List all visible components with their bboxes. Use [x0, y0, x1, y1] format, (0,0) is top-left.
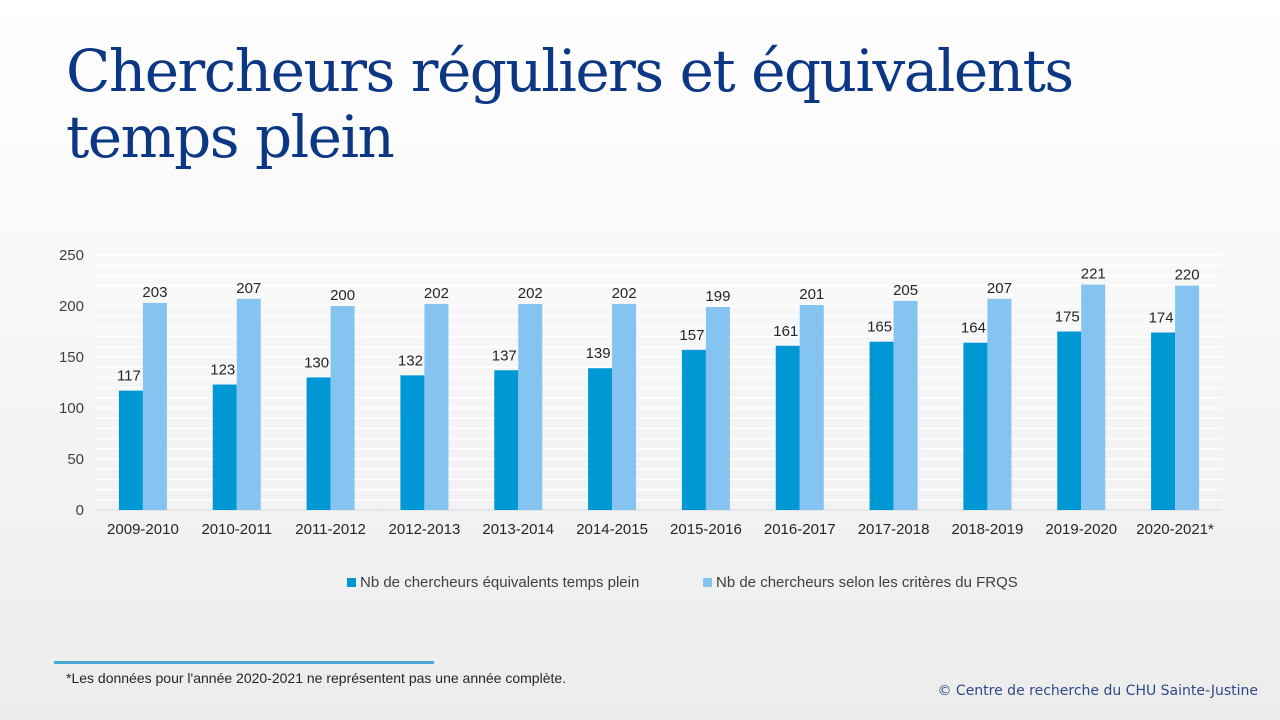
- x-tick-label: 2012-2013: [389, 521, 461, 538]
- bar-series-2: [893, 300, 918, 510]
- legend-swatch-series-2: [703, 578, 712, 587]
- x-tick-label: 2014-2015: [576, 521, 648, 538]
- bar-series-2: [236, 298, 261, 510]
- y-tick-label: 200: [59, 298, 84, 315]
- data-label-series-1: 165: [867, 319, 892, 336]
- bar-series-2: [330, 306, 355, 510]
- legend-item-series-2: Nb de chercheurs selon les critères du F…: [703, 574, 1018, 591]
- bar-series-1: [306, 377, 331, 510]
- footnote-divider: [54, 661, 434, 664]
- bar-series-2: [1081, 284, 1106, 510]
- y-tick-label: 100: [59, 400, 84, 417]
- data-label-series-2: 207: [236, 280, 261, 297]
- bar-series-2: [799, 304, 824, 510]
- bar-series-1: [681, 349, 706, 510]
- data-label-series-2: 202: [518, 285, 543, 302]
- x-tick-label: 2018-2019: [952, 521, 1024, 538]
- data-label-series-2: 221: [1081, 266, 1106, 283]
- data-label-series-1: 164: [961, 320, 986, 337]
- data-label-series-1: 130: [304, 354, 329, 371]
- bar-series-1: [869, 341, 894, 510]
- legend-item-series-1: Nb de chercheurs équivalents temps plein: [347, 574, 639, 591]
- bar-series-2: [1175, 285, 1200, 510]
- y-tick-label: 250: [59, 247, 84, 264]
- bar-series-2: [987, 298, 1012, 510]
- bar-series-1: [963, 342, 988, 510]
- data-label-series-2: 202: [612, 285, 637, 302]
- x-tick-label: 2020-2021*: [1136, 521, 1214, 538]
- y-tick-label: 0: [76, 502, 84, 519]
- legend-label-series-2: Nb de chercheurs selon les critères du F…: [716, 574, 1018, 591]
- data-label-series-2: 202: [424, 285, 449, 302]
- legend-swatch-series-1: [347, 578, 356, 587]
- bar-series-2: [518, 303, 543, 510]
- data-labels: 117 203 123 207 130 200 132 202 137 202 139 202 157 1…: [117, 266, 1200, 385]
- x-tick-label: 2015-2016: [670, 521, 742, 538]
- data-label-series-2: 200: [330, 287, 355, 304]
- legend-label-series-1: Nb de chercheurs équivalents temps plein: [360, 574, 640, 591]
- bar-series-2: [705, 307, 730, 510]
- data-label-series-1: 117: [117, 368, 141, 385]
- bar-series-1: [494, 370, 519, 510]
- bar-series-1: [775, 345, 800, 510]
- y-tick-label: 50: [67, 451, 84, 468]
- copyright: © Centre de recherche du CHU Sainte-Just…: [937, 683, 1258, 699]
- data-label-series-2: 207: [987, 280, 1012, 297]
- x-tick-label: 2010-2011: [201, 521, 272, 538]
- data-label-series-1: 137: [492, 347, 517, 364]
- data-label-series-1: 132: [398, 352, 423, 369]
- y-tick-label: 150: [59, 349, 84, 366]
- data-label-series-1: 157: [679, 327, 704, 344]
- gridlines: [96, 254, 1222, 511]
- bar-series-1: [588, 368, 613, 510]
- footnote: *Les données pour l'année 2020-2021 ne r…: [66, 670, 567, 686]
- data-label-series-1: 174: [1149, 310, 1174, 327]
- data-label-series-2: 203: [142, 284, 167, 301]
- data-label-series-2: 201: [799, 286, 824, 303]
- data-label-series-2: 205: [893, 282, 918, 299]
- x-tick-label: 2013-2014: [482, 521, 554, 538]
- x-tick-label: 2017-2018: [858, 521, 930, 538]
- bar-series-1: [1057, 331, 1082, 510]
- page-title: Chercheurs réguliers et équivalents temp…: [66, 37, 1074, 171]
- bar-series-1: [1151, 332, 1176, 510]
- bar-chart: 0 50 100 150 200 250 117 203 123 207 130 200 132 202…: [59, 247, 1222, 538]
- bar-series-1: [212, 384, 237, 510]
- bar-series-1: [400, 375, 425, 510]
- data-label-series-2: 220: [1175, 267, 1200, 284]
- x-tick-label: 2019-2020: [1045, 521, 1117, 538]
- bar-series-2: [142, 302, 167, 510]
- data-label-series-2: 199: [705, 288, 730, 305]
- data-label-series-1: 139: [586, 345, 611, 362]
- bars: [118, 284, 1200, 510]
- x-axis-ticks: 2009-2010 2010-2011 2011-2012 2012-2013 2013…: [107, 521, 1214, 538]
- x-tick-label: 2009-2010: [107, 521, 179, 538]
- data-label-series-1: 175: [1055, 309, 1080, 326]
- bar-series-1: [118, 390, 143, 510]
- x-tick-label: 2016-2017: [764, 521, 836, 538]
- bar-series-2: [612, 303, 637, 510]
- x-tick-label: 2011-2012: [295, 521, 366, 538]
- y-axis-ticks: 0 50 100 150 200 250: [59, 247, 84, 519]
- data-label-series-1: 123: [210, 362, 235, 379]
- chart-legend: Nb de chercheurs équivalents temps plein…: [0, 574, 1280, 596]
- bar-series-2: [424, 303, 449, 510]
- data-label-series-1: 161: [773, 323, 798, 340]
